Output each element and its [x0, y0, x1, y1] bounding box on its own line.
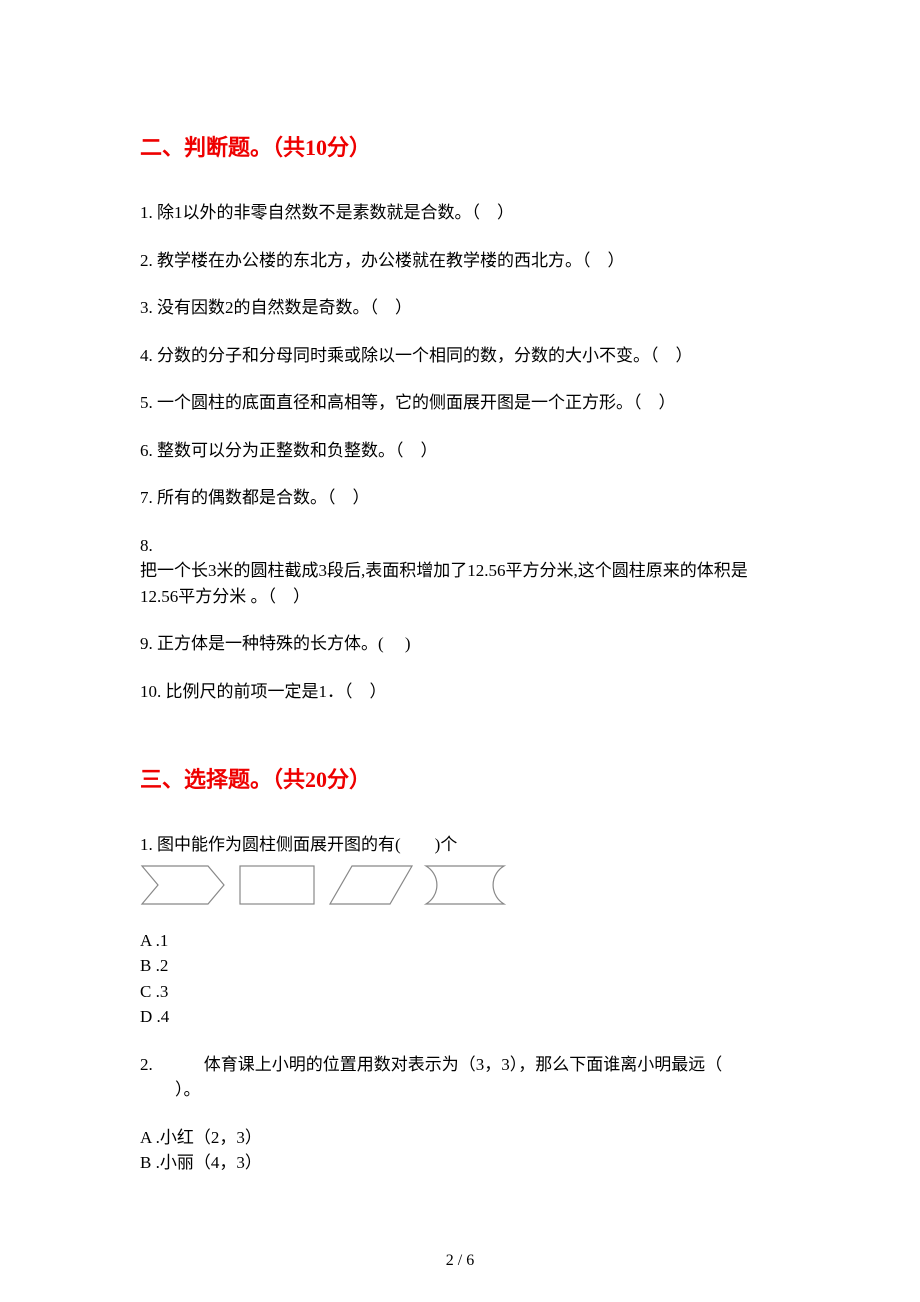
s3-q1-option-c: C .3	[140, 979, 780, 1005]
s3-q2-line2: ）。	[140, 1077, 780, 1103]
s2-question-6: 6. 整数可以分为正整数和负整数。（ ）	[140, 438, 780, 464]
s3-q2-line1: 2. 体育课上小明的位置用数对表示为（3，3），那么下面谁离小明最远（	[140, 1052, 780, 1078]
s2-question-7: 7. 所有的偶数都是合数。（ ）	[140, 485, 780, 511]
shape-rectangle	[234, 864, 320, 906]
s3-q1-option-d: D .4	[140, 1004, 780, 1030]
s2-question-9: 9. 正方体是一种特殊的长方体。( )	[140, 631, 780, 657]
s3-question-1-text: 1. 图中能作为圆柱侧面展开图的有( )个	[140, 832, 780, 858]
s3-q1-options: A .1 B .2 C .3 D .4	[140, 928, 780, 1030]
s2-question-5: 5. 一个圆柱的底面直径和高相等，它的侧面展开图是一个正方形。（ ）	[140, 390, 780, 416]
s2-question-4: 4. 分数的分子和分母同时乘或除以一个相同的数，分数的大小不变。（ ）	[140, 343, 780, 369]
shapes-figure	[140, 864, 780, 906]
s3-q2-option-b: B .小丽（4，3）	[140, 1150, 780, 1176]
s3-question-2: 2. 体育课上小明的位置用数对表示为（3，3），那么下面谁离小明最远（ ）。	[140, 1052, 780, 1103]
shape-hexagon-arrow	[140, 864, 226, 906]
s2-question-8-text: 把一个长3米的圆柱截成3段后,表面积增加了12.56平方分米,这个圆柱原来的体积…	[140, 558, 780, 609]
s3-q1-option-a: A .1	[140, 928, 780, 954]
s3-q2-options: A .小红（2，3） B .小丽（4，3）	[140, 1125, 780, 1176]
page-number: 2 / 6	[0, 1252, 920, 1270]
s2-question-1: 1. 除1以外的非零自然数不是素数就是合数。（ ）	[140, 200, 780, 226]
s2-question-2: 2. 教学楼在办公楼的东北方，办公楼就在教学楼的西北方。（ ）	[140, 248, 780, 274]
s3-q2-option-a: A .小红（2，3）	[140, 1125, 780, 1151]
s2-question-8-number: 8.	[140, 533, 780, 559]
shape-parallelogram	[328, 864, 414, 906]
section-2-heading: 二、判断题。（共10分）	[140, 130, 780, 162]
s2-question-10: 10. 比例尺的前项一定是1．（ ）	[140, 679, 780, 705]
section-3-heading: 三、选择题。（共20分）	[140, 762, 780, 794]
s3-q1-option-b: B .2	[140, 953, 780, 979]
s2-question-3: 3. 没有因数2的自然数是奇数。（ ）	[140, 295, 780, 321]
shape-concave	[422, 864, 508, 906]
